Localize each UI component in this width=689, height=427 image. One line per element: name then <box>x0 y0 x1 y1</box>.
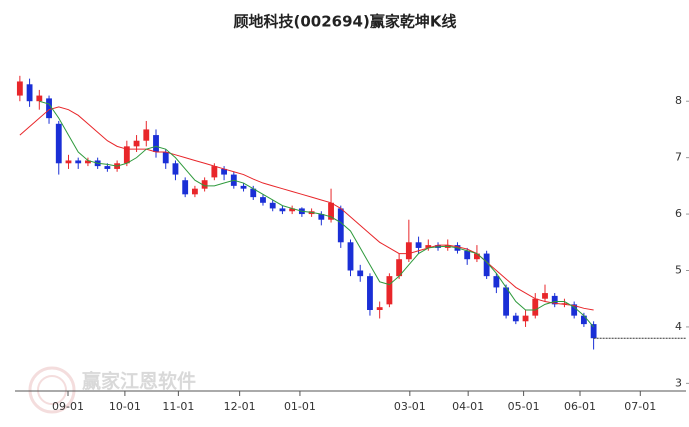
candle-body <box>542 293 548 299</box>
candle-body <box>571 304 578 316</box>
candle-body <box>260 197 266 203</box>
candle-body <box>503 287 510 316</box>
candle-body <box>221 168 227 175</box>
candle-body <box>191 188 198 195</box>
x-tick-label: 07-01 <box>624 400 656 413</box>
y-tick-label: 6 <box>675 207 682 220</box>
candle-body <box>590 324 597 339</box>
candle-body <box>561 303 568 305</box>
watermark-logo <box>28 366 76 414</box>
candle-body <box>46 98 52 119</box>
candle-body <box>250 188 257 198</box>
candle-body <box>483 253 490 277</box>
x-tick-label: 10-01 <box>109 400 141 413</box>
candle-body <box>396 259 403 277</box>
candle-body <box>367 276 373 310</box>
candle-body <box>425 245 432 248</box>
candle-body <box>551 295 558 305</box>
candle-body <box>522 315 529 322</box>
candle-body <box>357 270 364 277</box>
y-tick-label: 3 <box>675 376 682 389</box>
candle-body <box>201 180 208 189</box>
x-tick-label: 11-01 <box>162 400 194 413</box>
candle-body <box>580 315 587 325</box>
candle-body <box>328 202 334 220</box>
x-tick-label: 06-01 <box>564 400 596 413</box>
candle-body <box>493 276 500 288</box>
y-tick-label: 5 <box>675 264 682 277</box>
candle-body <box>123 146 130 164</box>
candle-body <box>532 298 539 316</box>
candle-body <box>162 152 169 164</box>
x-tick-label: 09-01 <box>52 400 84 413</box>
y-tick-label: 7 <box>675 151 682 164</box>
candle-body <box>133 140 140 147</box>
candle-body <box>211 166 218 178</box>
x-tick-label: 01-01 <box>284 400 316 413</box>
y-tick-label: 4 <box>675 320 682 333</box>
candle-body <box>405 242 412 260</box>
candle-body <box>16 81 23 96</box>
candle-body <box>318 214 325 220</box>
candle-body <box>153 135 159 152</box>
candle-body <box>172 163 179 175</box>
watermark-text: 赢家江恩软件 <box>82 370 196 393</box>
candle-body <box>512 315 519 322</box>
candle-body <box>85 160 91 164</box>
candle-body <box>240 185 247 189</box>
candle-body <box>415 242 422 248</box>
candle-body <box>269 202 276 209</box>
candle-body <box>26 84 33 102</box>
candle-body <box>143 129 150 141</box>
candle-body <box>464 250 471 260</box>
x-tick-label: 12-01 <box>224 400 256 413</box>
x-tick-label: 04-01 <box>452 400 484 413</box>
x-tick-label: 03-01 <box>394 400 426 413</box>
ma-line <box>19 106 594 311</box>
candle-body <box>104 166 111 169</box>
x-tick-label: 05-01 <box>508 400 540 413</box>
chart-title: 顾地科技(002694)赢家乾坤K线 <box>234 13 457 31</box>
candle-body <box>75 160 82 164</box>
candle-body <box>289 208 296 212</box>
candle-body <box>376 307 383 310</box>
candle-body <box>347 242 354 271</box>
candle-body <box>474 253 480 260</box>
candle-body <box>386 276 393 305</box>
candle-body <box>65 160 72 164</box>
ma-line <box>39 100 594 328</box>
y-tick-label: 8 <box>675 94 682 107</box>
candle-body <box>182 180 189 195</box>
candle-body <box>337 208 344 243</box>
candle-body <box>36 95 43 102</box>
candle-body <box>55 123 62 164</box>
candle-body <box>279 208 286 212</box>
